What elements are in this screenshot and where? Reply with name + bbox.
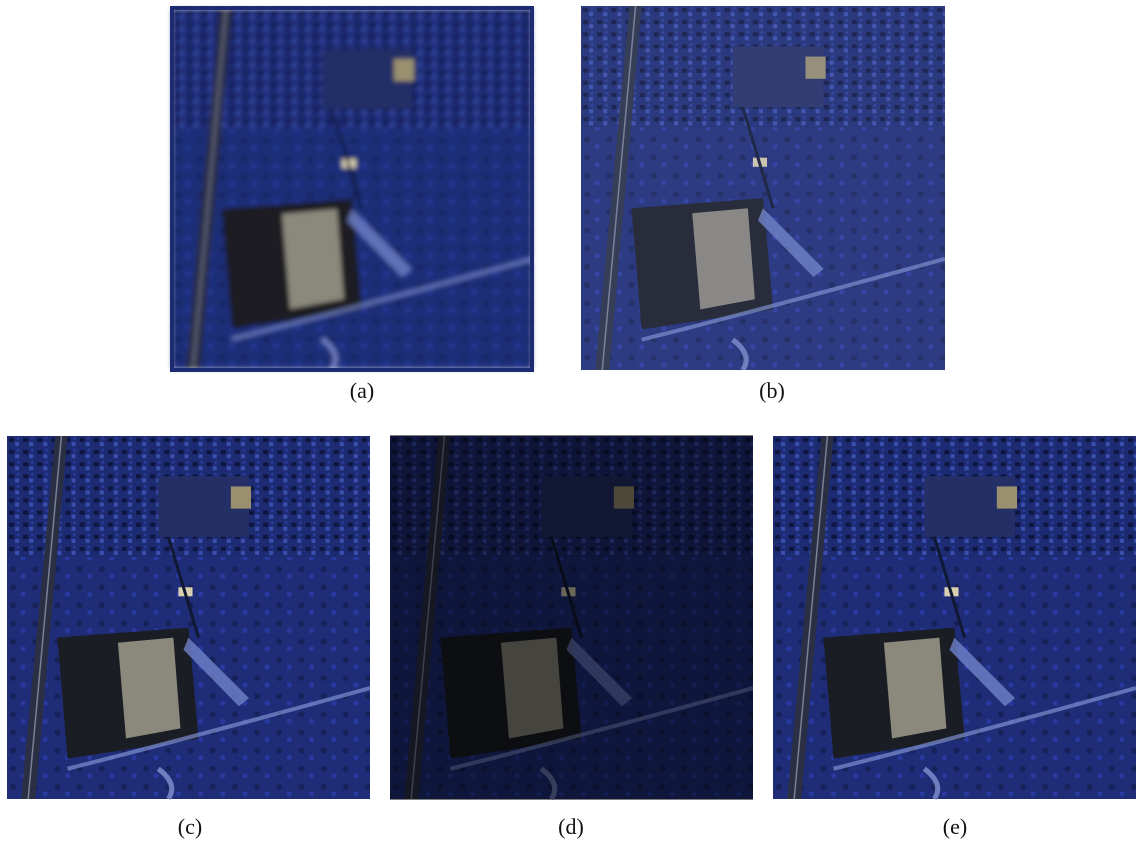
panel-label: (e) (943, 814, 967, 839)
image-panel (172, 8, 532, 370)
satellite-image (172, 9, 532, 369)
panel-label: (d) (558, 814, 584, 839)
image-panel (390, 435, 753, 800)
panel-label: (b) (759, 378, 785, 403)
image-panel (7, 436, 370, 799)
figure: (a) (b) (c) (d) (e) (0, 0, 1138, 857)
dark-overlay (390, 435, 753, 800)
page: (a)(b)(c)(d)(e) (() => { const data = JS… (0, 0, 1138, 857)
light-overlay (581, 6, 945, 370)
image-panel (581, 6, 945, 370)
panel-label: (a) (350, 378, 374, 403)
satellite-image (773, 436, 1136, 799)
panel-label: (c) (178, 814, 202, 839)
satellite-image (7, 436, 370, 799)
image-panel (773, 436, 1136, 799)
